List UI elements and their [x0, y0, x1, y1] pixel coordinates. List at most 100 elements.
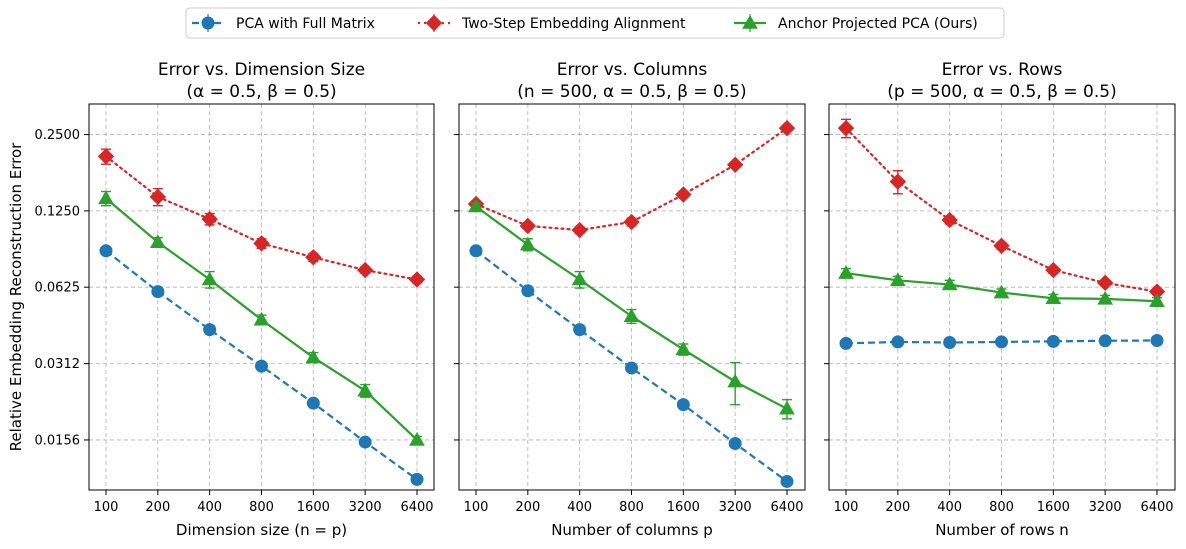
data-point — [838, 265, 854, 279]
x-tick-label: 6400 — [1140, 500, 1173, 515]
x-tick-label: 200 — [885, 500, 910, 515]
x-tick-label: 1600 — [1037, 500, 1070, 515]
data-point — [837, 119, 855, 137]
data-point — [1046, 334, 1060, 348]
data-point — [203, 323, 217, 337]
plot-frame — [828, 103, 1176, 491]
data-point — [357, 382, 374, 397]
x-axis-label: Dimension size (n = p) — [176, 521, 347, 539]
panel-2: 100 200 400 800 1600 3200 6400 Error vs. Column… — [454, 60, 806, 539]
data-point — [780, 474, 794, 488]
data-point — [98, 190, 114, 205]
series-pca-with-full-matrix — [469, 244, 794, 488]
data-point — [521, 284, 535, 298]
data-point — [891, 335, 905, 349]
data-point — [97, 148, 115, 165]
chart-subtitle: (α = 0.5, β = 0.5) — [186, 82, 336, 102]
data-point — [201, 271, 218, 286]
series-two-step-embedding-alignment — [837, 118, 1166, 300]
data-point — [1045, 261, 1062, 279]
series-pca-with-full-matrix — [839, 333, 1164, 350]
series-anchor-projected-pca-ours — [838, 265, 1165, 307]
data-point — [1097, 290, 1114, 305]
chart-title: Error vs. Rows — [942, 60, 1063, 80]
x-tick-label: 800 — [619, 500, 644, 515]
x-tick-label: 100 — [464, 500, 489, 515]
series-pca-with-full-matrix — [99, 244, 424, 486]
data-point — [889, 272, 906, 287]
x-tick-label: 200 — [515, 500, 540, 515]
y-tick-label: 0.0625 — [35, 281, 81, 296]
data-point — [625, 361, 638, 375]
data-point — [305, 249, 322, 266]
legend-entry: PCA with Full Matrix — [192, 14, 375, 32]
data-point — [623, 308, 640, 322]
data-point — [727, 373, 744, 388]
legend-entry: Two-Step Embedding Alignment — [418, 14, 686, 32]
chart-subtitle: (p = 500, α = 0.5, β = 0.5) — [887, 82, 1116, 102]
x-tick-label: 3200 — [719, 500, 752, 515]
data-point — [356, 261, 374, 279]
chart-subtitle: (n = 500, α = 0.5, β = 0.5) — [517, 82, 746, 102]
data-point — [409, 431, 425, 446]
data-point — [839, 336, 853, 350]
x-tick-label: 3200 — [349, 500, 382, 515]
data-point — [993, 237, 1010, 255]
data-point — [1150, 333, 1164, 347]
y-tick-label: 0.2500 — [35, 128, 81, 143]
data-point — [941, 211, 958, 229]
y-tick-label: 0.0312 — [35, 357, 81, 372]
data-point — [676, 398, 690, 412]
data-point — [253, 235, 270, 252]
panel-3: 100 200 400 800 1600 3200 6400 Error vs. Rows(p… — [824, 60, 1176, 539]
data-point — [149, 234, 166, 248]
legend-label: Anchor Projected PCA (Ours) — [778, 16, 978, 32]
data-point — [255, 359, 268, 373]
x-tick-label: 100 — [834, 500, 859, 515]
x-tick-label: 1600 — [297, 500, 330, 515]
legend-label: PCA with Full Matrix — [236, 16, 375, 32]
data-point — [993, 284, 1010, 299]
data-point — [571, 221, 588, 239]
legend-box — [185, 7, 1005, 39]
x-tick-label: 400 — [937, 500, 962, 515]
y-axis-label: Relative Embedding Reconstruction Error — [7, 142, 25, 452]
data-point — [778, 119, 796, 137]
x-tick-label: 1600 — [667, 500, 700, 515]
x-tick-label: 400 — [197, 500, 222, 515]
series-two-step-embedding-alignment — [467, 119, 796, 239]
data-point — [306, 396, 320, 410]
x-tick-label: 200 — [145, 500, 170, 515]
x-axis-label: Number of rows n — [935, 521, 1069, 539]
data-point — [623, 213, 640, 231]
chart-title: Error vs. Columns — [557, 60, 708, 80]
legend: PCA with Full Matrix Two-Step Embedding A… — [185, 7, 1005, 39]
data-point — [151, 285, 165, 299]
data-point — [201, 210, 218, 228]
data-point — [728, 437, 742, 451]
data-point — [468, 198, 484, 213]
x-tick-label: 6400 — [400, 500, 433, 515]
data-point — [1149, 293, 1165, 307]
y-tick-label: 0.0156 — [35, 433, 81, 448]
data-point — [675, 341, 692, 356]
y-tick-label: 0.1250 — [35, 204, 81, 219]
data-point — [99, 244, 113, 258]
data-point — [469, 244, 483, 258]
data-point — [1096, 274, 1114, 292]
panel-1: 100 200 400 800 1600 3200 6400 0.0156 0.0312 0.06… — [7, 60, 435, 539]
data-point — [943, 336, 957, 350]
data-point — [1045, 290, 1062, 305]
series-anchor-projected-pca-ours — [98, 190, 425, 446]
data-point — [410, 472, 424, 486]
data-point — [1098, 334, 1112, 348]
data-point — [889, 173, 907, 190]
data-point — [149, 188, 167, 206]
x-tick-label: 800 — [249, 500, 274, 515]
x-tick-label: 6400 — [770, 500, 803, 515]
series-anchor-projected-pca-ours — [468, 198, 795, 420]
plot-frame — [458, 103, 806, 491]
data-point — [941, 276, 958, 291]
chart-title: Error vs. Dimension Size — [158, 60, 365, 80]
